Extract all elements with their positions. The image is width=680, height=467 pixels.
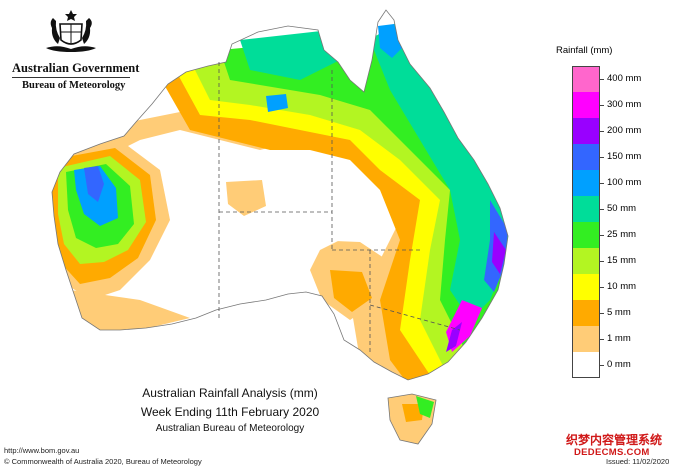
legend-tick xyxy=(600,157,604,158)
legend-tick xyxy=(600,235,604,236)
legend-tick xyxy=(600,79,604,80)
legend-swatch xyxy=(572,196,600,222)
logo-divider xyxy=(12,77,130,78)
legend-title: Rainfall (mm) xyxy=(556,45,613,56)
legend-label: 15 mm xyxy=(607,255,637,266)
agency-name: Bureau of Meteorology xyxy=(22,80,126,91)
map-period: Week Ending 11th February 2020 xyxy=(140,405,320,419)
map-source: Australian Bureau of Meteorology xyxy=(155,423,305,434)
legend-tick xyxy=(600,365,604,366)
government-name: Australian Government xyxy=(12,61,140,75)
issued-date: Issued: 11/02/2020 xyxy=(606,457,670,466)
legend-tick xyxy=(600,261,604,262)
legend-label: 100 mm xyxy=(607,177,642,188)
legend-label: 0 mm xyxy=(607,359,631,370)
legend-label: 300 mm xyxy=(607,99,642,110)
bom-url: http://www.bom.gov.au xyxy=(4,446,80,455)
legend-tick xyxy=(600,105,604,106)
state-borders xyxy=(218,62,461,352)
legend-label: 5 mm xyxy=(607,307,631,318)
legend-label: 1 mm xyxy=(607,333,631,344)
legend-label: 200 mm xyxy=(607,125,642,136)
legend-tick xyxy=(600,209,604,210)
legend-swatch xyxy=(572,300,600,326)
copyright-notice: © Commonwealth of Australia 2020, Bureau… xyxy=(4,457,202,466)
legend-tick xyxy=(600,313,604,314)
watermark-domain: DEDECMS.COM xyxy=(574,447,650,458)
legend-tick xyxy=(600,287,604,288)
legend-tick xyxy=(600,131,604,132)
legend-tick xyxy=(600,339,604,340)
legend-label: 10 mm xyxy=(607,281,637,292)
legend-label: 25 mm xyxy=(607,229,637,240)
rainfall-map xyxy=(51,9,509,445)
legend-label: 50 mm xyxy=(607,203,637,214)
rainfall-fields xyxy=(52,20,508,380)
legend-frame xyxy=(572,66,600,378)
watermark-title: 织梦内容管理系统 xyxy=(566,433,663,447)
legend-label: 400 mm xyxy=(607,73,642,84)
legend-tick xyxy=(600,183,604,184)
legend-label: 150 mm xyxy=(607,151,642,162)
map-title: Australian Rainfall Analysis (mm) xyxy=(142,386,318,400)
coat-of-arms-icon xyxy=(46,10,96,52)
